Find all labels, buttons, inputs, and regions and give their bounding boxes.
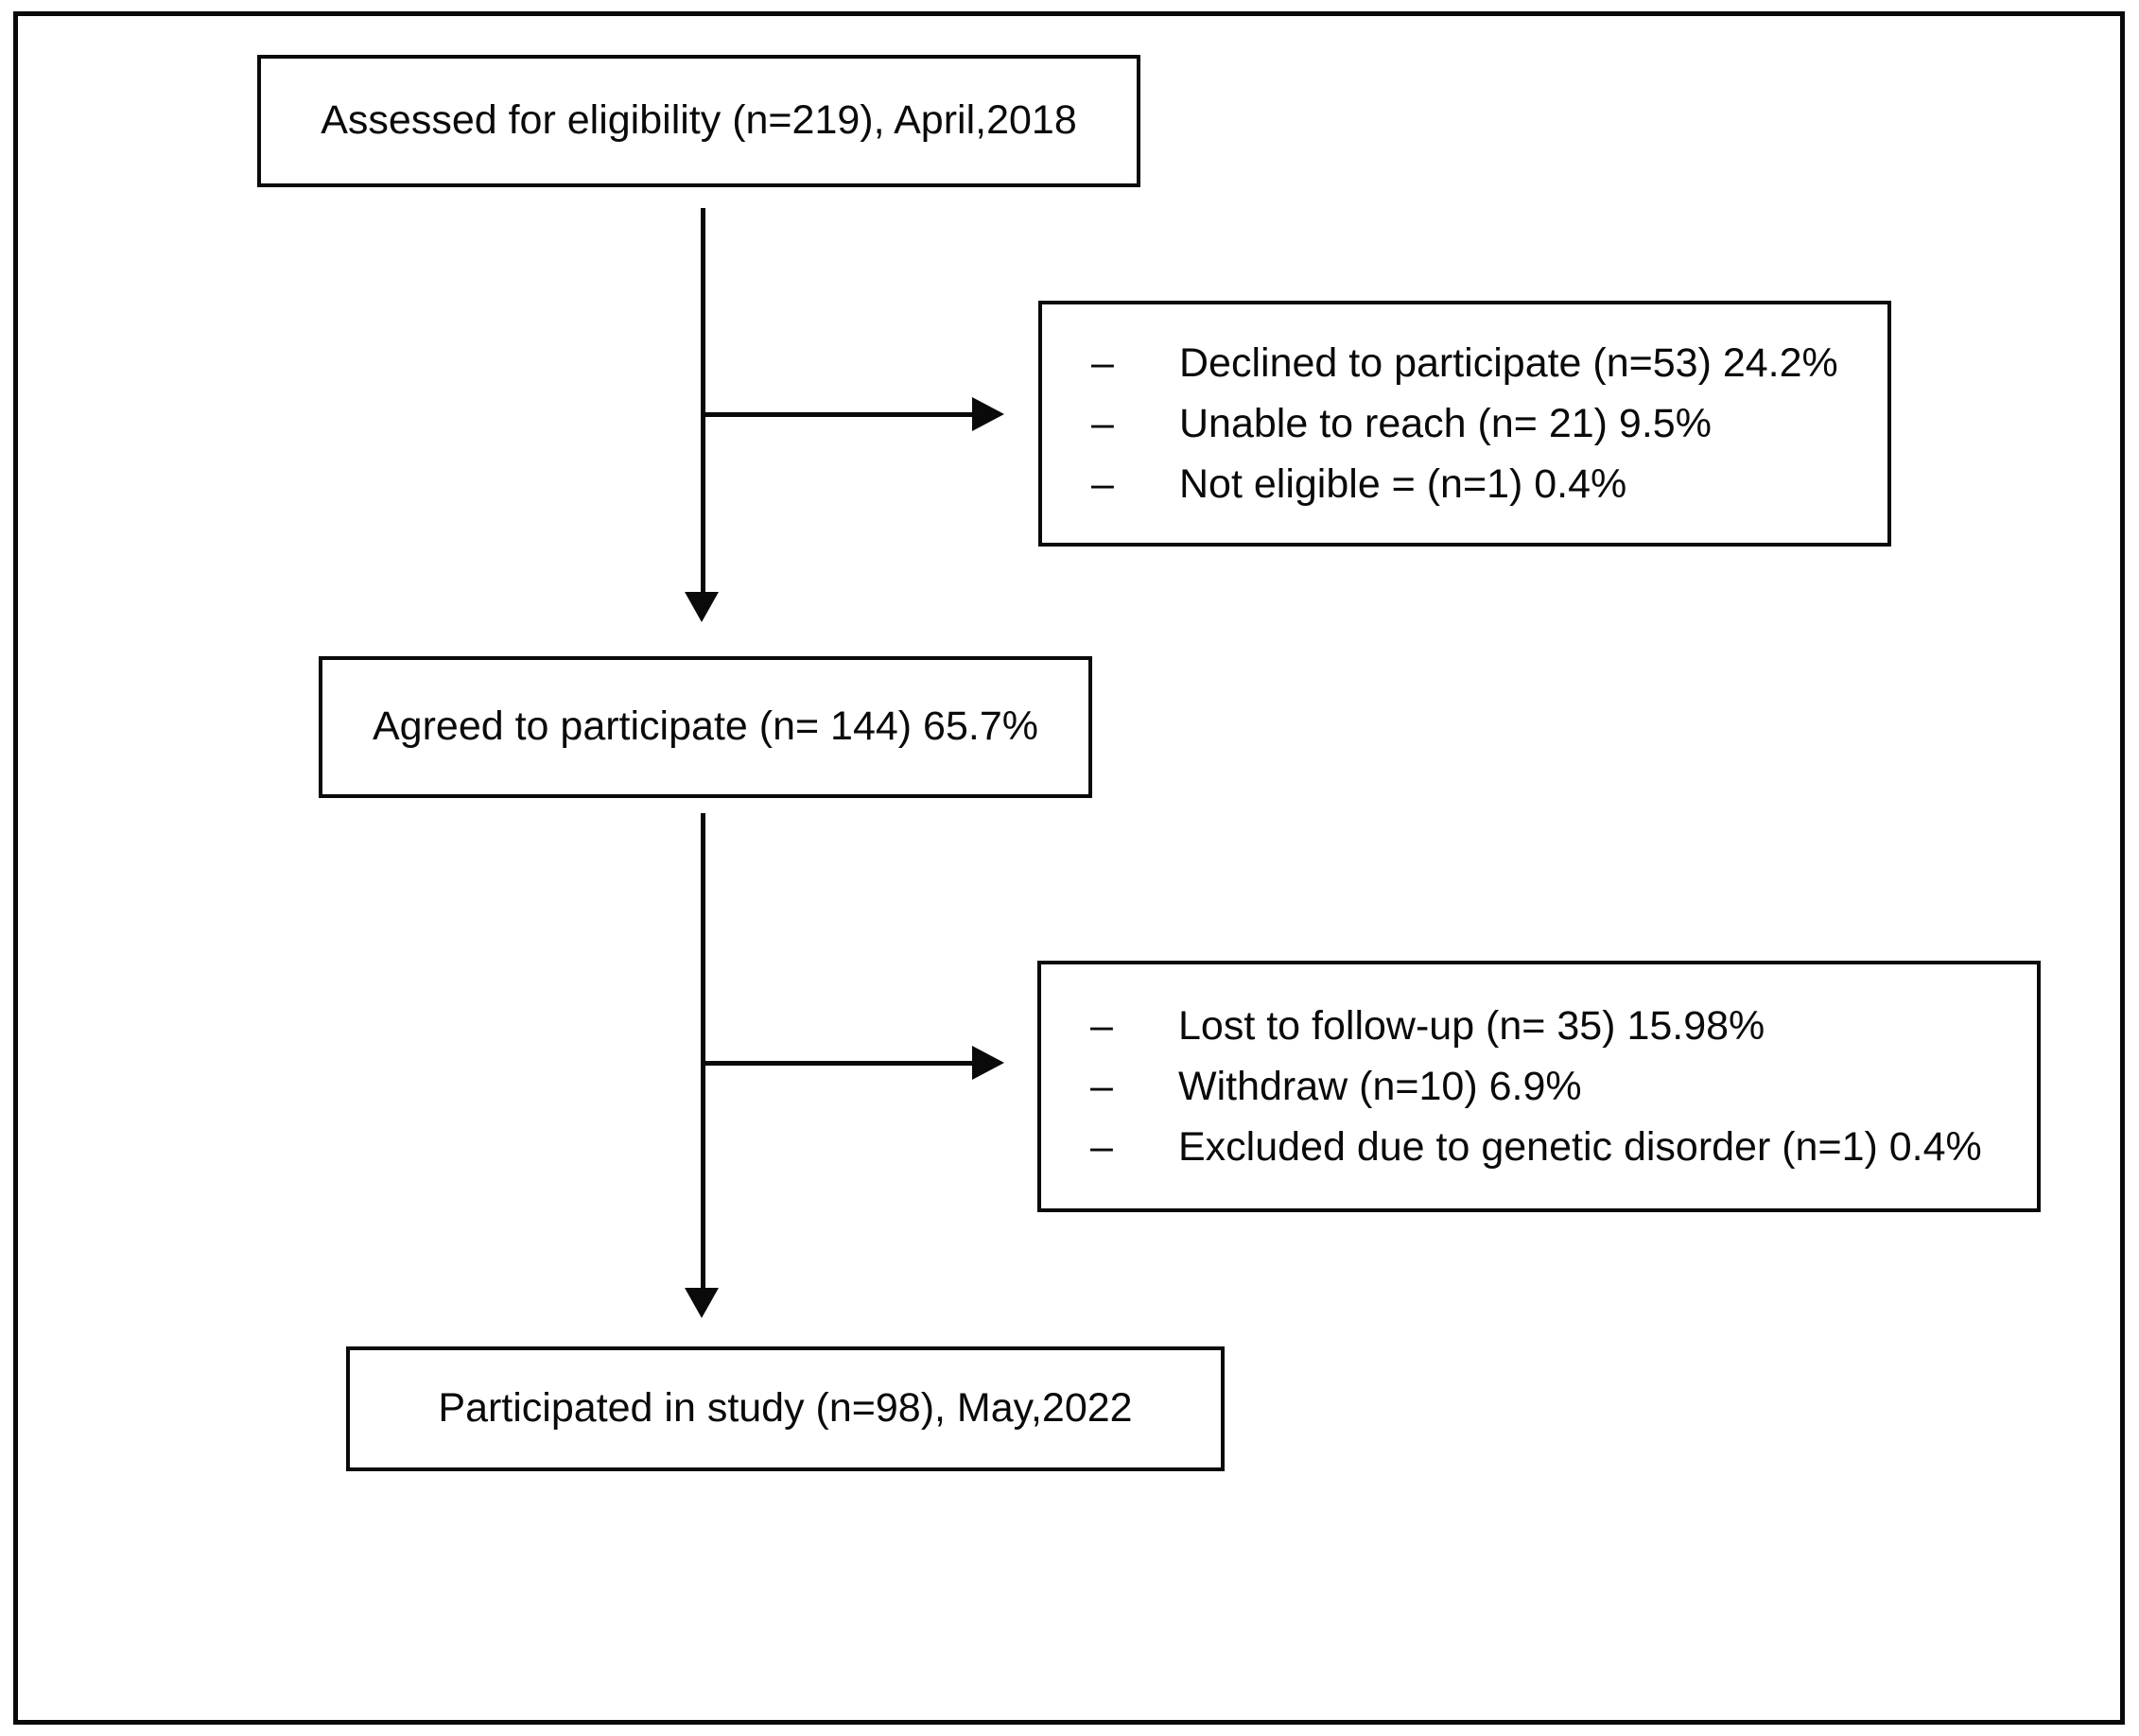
excluded-before-list: – Declined to participate (n=53) 24.2% –… [1042,333,1853,514]
arrow-to-excluded-before-shaft [704,412,974,417]
node-agreed-to-participate: Agreed to participate (n= 144) 65.7% [319,656,1092,798]
arrow-agreed-to-participated-shaft [701,813,705,1290]
figure-outer-border [13,11,2125,1725]
list-item-text: Declined to participate (n=53) 24.2% [1179,340,1838,386]
list-item-text: Lost to follow-up (n= 35) 15.98% [1178,1003,1765,1049]
list-item-text: Excluded due to genetic disorder (n=1) 0… [1178,1124,1982,1170]
list-item: – Withdraw (n=10) 6.9% [1090,1056,1982,1117]
arrow-to-excluded-before-head [972,397,1004,431]
arrow-to-excluded-after-head [972,1046,1004,1080]
list-item: – Not eligible = (n=1) 0.4% [1091,454,1838,514]
dash-bullet: – [1090,1003,1113,1049]
node-agreed-label: Agreed to participate (n= 144) 65.7% [373,703,1038,750]
dash-bullet: – [1091,401,1114,446]
arrow-assessed-to-agreed-shaft [701,208,705,594]
dash-bullet: – [1091,340,1114,386]
node-participated-in-study: Participated in study (n=98), May,2022 [346,1346,1225,1471]
node-assessed-label: Assessed for eligibility (n=219), April,… [321,97,1077,144]
node-assessed-for-eligibility: Assessed for eligibility (n=219), April,… [257,55,1140,187]
node-excluded-after-enrollment: – Lost to follow-up (n= 35) 15.98% – Wit… [1037,961,2041,1212]
list-item-text: Withdraw (n=10) 6.9% [1178,1064,1582,1109]
list-item: – Lost to follow-up (n= 35) 15.98% [1090,996,1982,1056]
list-item-text: Not eligible = (n=1) 0.4% [1179,461,1627,507]
node-participated-label: Participated in study (n=98), May,2022 [438,1385,1133,1432]
list-item: – Excluded due to genetic disorder (n=1)… [1090,1117,1982,1177]
node-excluded-before-enrollment: – Declined to participate (n=53) 24.2% –… [1038,301,1891,547]
list-item: – Declined to participate (n=53) 24.2% [1091,333,1838,393]
dash-bullet: – [1091,461,1114,507]
dash-bullet: – [1090,1064,1113,1109]
excluded-after-list: – Lost to follow-up (n= 35) 15.98% – Wit… [1041,996,1997,1177]
arrow-assessed-to-agreed-head [685,592,719,622]
arrow-to-excluded-after-shaft [704,1061,974,1066]
list-item: – Unable to reach (n= 21) 9.5% [1091,393,1838,454]
arrow-agreed-to-participated-head [685,1288,719,1318]
dash-bullet: – [1090,1124,1113,1170]
list-item-text: Unable to reach (n= 21) 9.5% [1179,401,1712,446]
